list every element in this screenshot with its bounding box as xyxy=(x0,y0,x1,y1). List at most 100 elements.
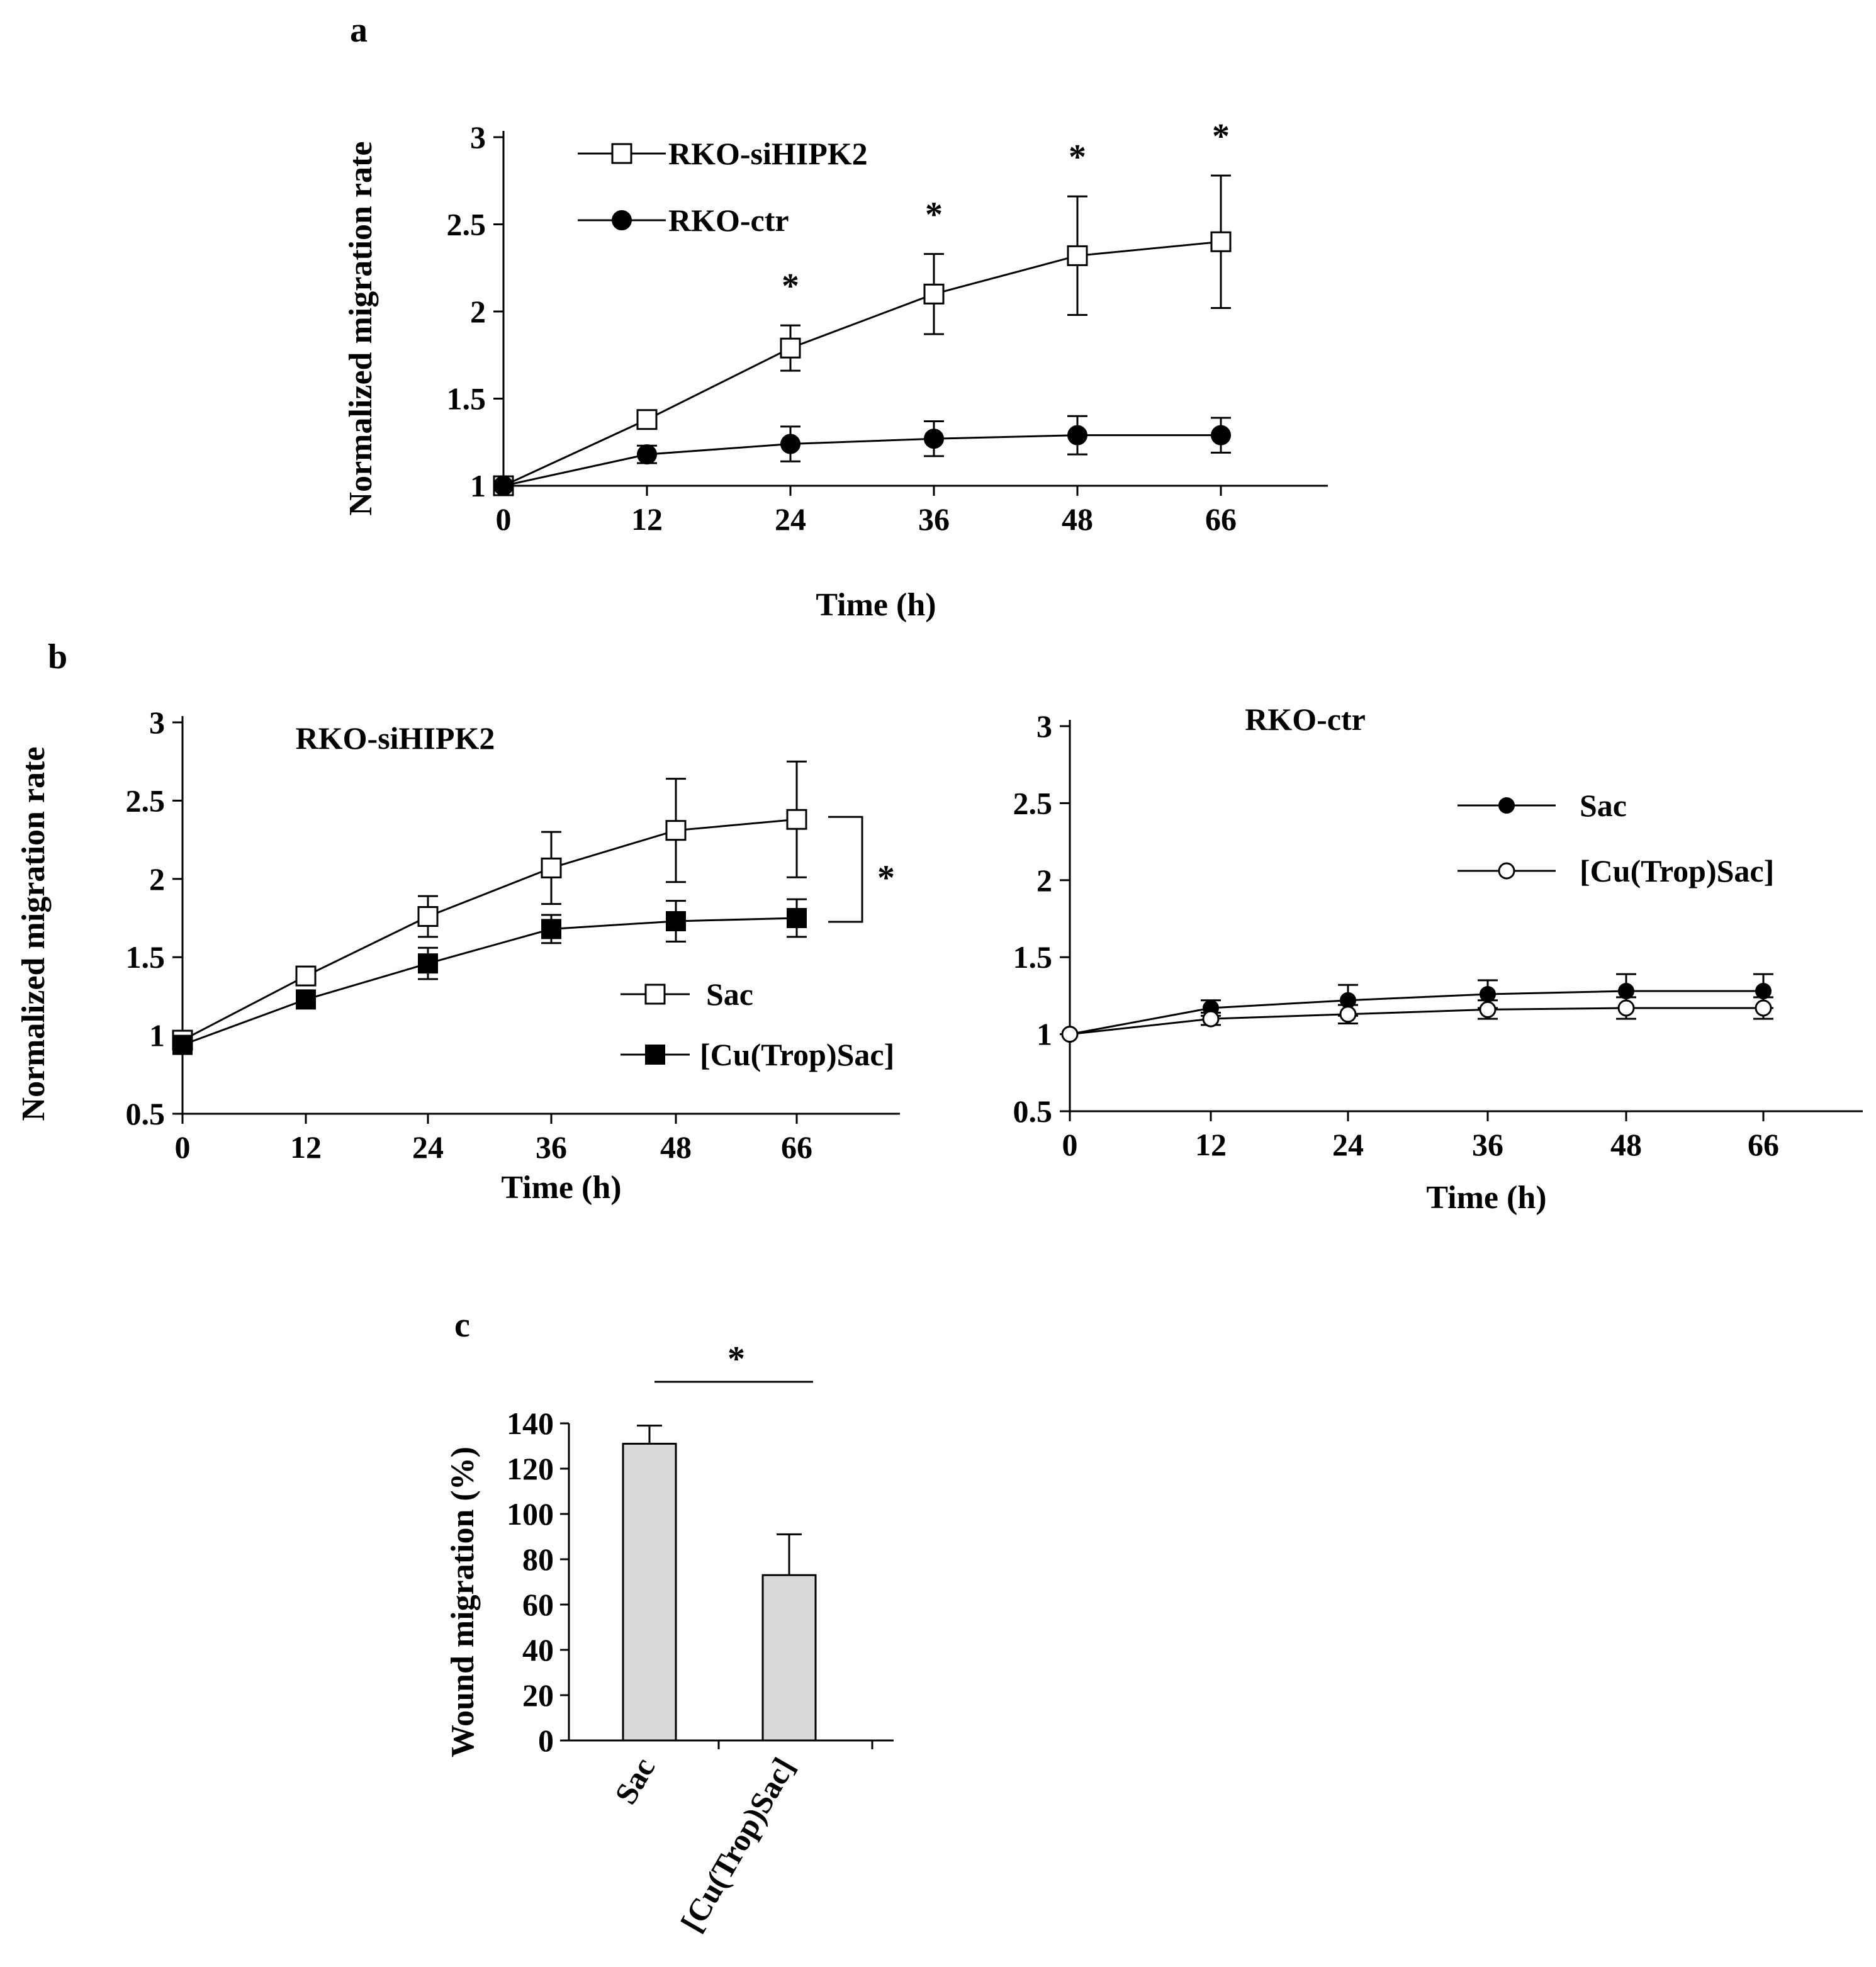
panel-b-left-series-1-point xyxy=(541,919,561,939)
panel-a-x-axis-title: Time (h) xyxy=(816,587,936,623)
panel-b-left-chart: RKO-siHIPK2 Normalized migration rate Ti… xyxy=(16,705,900,1206)
panel-b-left-y-tick-label: 2.5 xyxy=(126,783,166,818)
panel-b-right-y-tick-label: 0.5 xyxy=(1013,1094,1053,1129)
panel-b-right-x-tick-label: 12 xyxy=(1195,1127,1227,1162)
panel-b-left-series-1-line xyxy=(182,917,797,1046)
panel-c-y-tick-label: 140 xyxy=(507,1406,554,1441)
panel-a-significance-star: * xyxy=(925,196,943,235)
panel-b-left-legend-0-label: Sac xyxy=(706,977,753,1012)
panel-a-y-tick-label: 1 xyxy=(470,468,486,503)
panel-b-left-x-tick-label: 24 xyxy=(412,1129,444,1165)
panel-b-right-series-0-line xyxy=(1069,990,1763,1036)
panel-b-left-y-tick-label: 3 xyxy=(149,705,165,740)
panel-a-series-0-point xyxy=(923,283,945,305)
panel-a-x-tick-label: 12 xyxy=(631,502,663,537)
panel-a-significance-star: * xyxy=(1069,138,1086,177)
panel-b-left-title: RKO-siHIPK2 xyxy=(296,720,495,756)
panel-a-x-tick-label: 48 xyxy=(1062,502,1093,537)
panel-c-chart: Wound migration (%) 0 20 40 60 80 100 120 140 Sa… xyxy=(445,1340,894,1937)
panel-b-left-y-tick-label: 2 xyxy=(149,861,165,897)
panel-b-left-x-tick-label: 0 xyxy=(175,1129,191,1165)
panel-b-right-legend-1-label: [Cu(Trop)Sac] xyxy=(1580,853,1774,888)
panel-b-left-x-tick-label: 12 xyxy=(290,1129,322,1165)
panel-b-right-x-tick-label: 0 xyxy=(1062,1127,1078,1162)
panel-a-series-1-point xyxy=(780,434,800,454)
panel-a-series-1-point xyxy=(637,444,657,465)
panel-a-x-tick-label: 36 xyxy=(918,502,950,537)
panel-b-left-series-0-point xyxy=(786,809,807,830)
panel-b-left-series-0-point xyxy=(665,820,687,841)
panel-b-right-series-1-point xyxy=(1755,999,1772,1017)
panel-a-y-tick-label: 3 xyxy=(470,120,486,155)
panel-b-right-legend-0-marker xyxy=(1498,797,1515,814)
panel-b-left-series-1-point xyxy=(172,1034,193,1055)
panel-b-left-series-0-point xyxy=(295,965,317,987)
panel-c-y-tick-label: 120 xyxy=(507,1451,554,1486)
panel-b-right-x-tick-label: 36 xyxy=(1472,1127,1503,1162)
panel-b-right-series-1-point xyxy=(1479,1000,1497,1018)
panel-a-legend-1-marker xyxy=(612,210,632,230)
panel-b-left-legend-1-label: [Cu(Trop)Sac] xyxy=(700,1037,894,1072)
panel-a-chart: Normalized migration rate Time (h) 1 1.5 2… xyxy=(343,117,1328,623)
panel-c-y-tick-label: 40 xyxy=(522,1632,554,1667)
panel-label-b: b xyxy=(48,637,67,676)
panel-label-c: c xyxy=(454,1306,470,1345)
panel-b-right-y-tick-label: 3 xyxy=(1036,709,1052,744)
panel-b-right-x-tick-label: 66 xyxy=(1748,1127,1779,1162)
panel-a-legend-0-label: RKO-siHIPK2 xyxy=(668,136,868,171)
panel-a-legend-0-marker xyxy=(611,143,632,164)
panel-b-right-x-axis-title: Time (h) xyxy=(1426,1180,1546,1216)
panel-b-left-series-1-point xyxy=(418,953,438,974)
panel-a-x-tick-label: 0 xyxy=(496,502,512,537)
panel-a-y-tick-label: 1.5 xyxy=(447,381,486,417)
panel-a-significance-star: * xyxy=(1212,117,1230,156)
panel-c-bar xyxy=(761,1574,817,1742)
panel-a-series-1-point xyxy=(924,429,944,449)
panel-c-y-tick-label: 0 xyxy=(538,1723,554,1758)
panel-c-significance-star: * xyxy=(727,1340,745,1379)
panel-b-right-x-tick-label: 48 xyxy=(1610,1127,1642,1162)
panel-a-series-0-point xyxy=(636,409,658,430)
panel-b-right-series-1-point xyxy=(1202,1010,1220,1028)
panel-a-series-1-point xyxy=(1067,425,1087,446)
panel-b-left-x-tick-label: 36 xyxy=(536,1129,567,1165)
panel-b-right-legend-1-marker xyxy=(1498,862,1515,880)
panel-b-right-series-0-point xyxy=(1618,983,1634,1000)
panel-a-series-0-point xyxy=(1067,245,1088,266)
panel-c-x-tick-label: Sac xyxy=(608,1752,662,1810)
panel-label-a: a xyxy=(350,11,368,50)
panel-b-left-significance-bracket xyxy=(828,815,863,923)
panel-b-right-series-0-point xyxy=(1755,983,1772,1000)
panel-b-left-series-0-point xyxy=(417,906,439,927)
panel-b-right-series-1-point xyxy=(1339,1006,1357,1023)
panel-a-series-1-line xyxy=(503,434,1221,487)
panel-b-right-series-1-point xyxy=(1617,999,1635,1017)
panel-b-right-series-0-point xyxy=(1480,985,1496,1002)
panel-a-y-tick-label: 2.5 xyxy=(447,207,486,242)
panel-c-y-tick-label: 20 xyxy=(522,1678,554,1713)
panel-b-left-y-axis-title: Normalized migration rate xyxy=(16,747,52,1121)
panel-a-series-1-point xyxy=(1211,425,1231,446)
panel-b-left-significance-star: * xyxy=(877,859,895,898)
panel-c-y-tick-label: 80 xyxy=(522,1542,554,1577)
panel-b-left-series-1-point xyxy=(296,989,316,1010)
panel-b-left-legend-0-marker xyxy=(644,984,666,1005)
panel-b-right-y-tick-label: 2.5 xyxy=(1013,785,1053,821)
panel-a-series-0-point xyxy=(780,337,801,359)
panel-b-left-series-0-line xyxy=(182,818,797,1041)
panel-b-left-x-axis-title: Time (h) xyxy=(501,1170,621,1206)
panel-b-right-y-tick-label: 1.5 xyxy=(1013,939,1053,975)
panel-b-left-x-tick-label: 48 xyxy=(660,1129,692,1165)
panel-b-right-chart: RKO-ctr Time (h) 0.5 1 1.5 2 2.5 3 0 12 24 36 48 66… xyxy=(1013,702,1863,1216)
panel-b-left-series-0-point xyxy=(541,857,562,878)
panel-a-significance-star: * xyxy=(782,267,799,306)
panel-b-right-x-tick-label: 24 xyxy=(1332,1127,1364,1162)
panel-b-left-x-tick-label: 66 xyxy=(781,1129,812,1165)
panel-a-series-0-line xyxy=(503,240,1222,487)
panel-b-right-series-1-point xyxy=(1061,1026,1079,1043)
panel-b-right-title: RKO-ctr xyxy=(1245,702,1366,737)
panel-a-x-tick-label: 24 xyxy=(775,502,806,537)
panel-b-right-series-0-point xyxy=(1340,992,1356,1009)
panel-c-x-tick-label: [Cu(Trop)Sac] xyxy=(673,1752,801,1938)
